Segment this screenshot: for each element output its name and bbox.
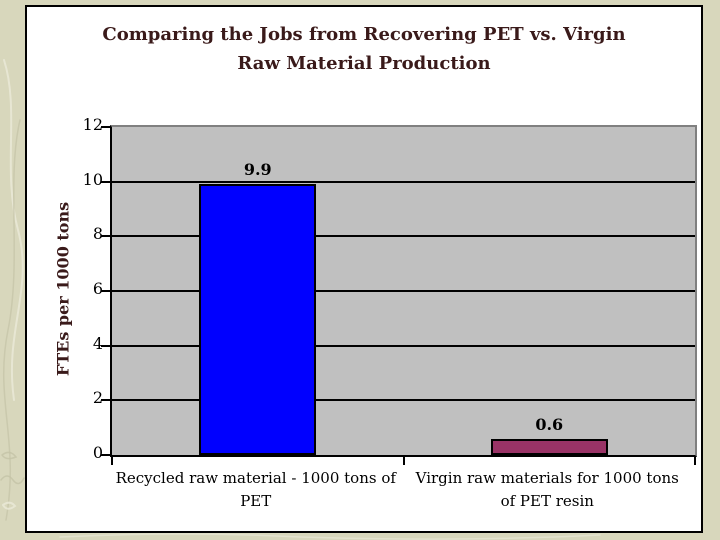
y-axis-tick-labels: 0 2 4 6 8 10 12 [47, 115, 103, 462]
x-axis-tick [402, 457, 405, 465]
y-tick-label: 6 [92, 279, 103, 298]
y-axis-tick [101, 344, 110, 347]
y-tick-label: 4 [92, 333, 103, 353]
gridline [112, 180, 695, 183]
category-label-line: of PET resin [500, 492, 594, 510]
category-label: Recycled raw material - 1000 tons of PET [110, 467, 402, 513]
plot-area: 9.9 0.6 [101, 125, 697, 465]
y-tick-label: 0 [92, 443, 103, 462]
y-axis-tick [101, 126, 110, 128]
y-axis-tick [101, 180, 110, 183]
y-tick-label: 2 [92, 388, 103, 408]
y-axis-tick [101, 235, 110, 238]
bar-2 [490, 438, 608, 455]
chart-title-line2: Raw Material Production [237, 53, 491, 74]
y-tick-label: 8 [92, 224, 103, 244]
bar-1 [199, 184, 317, 455]
gridline [112, 399, 695, 402]
x-axis-tick [694, 457, 696, 465]
y-axis-tick [101, 290, 110, 292]
category-label-line: Virgin raw materials for 1000 tons [415, 469, 679, 487]
bar-data-label: 9.9 [243, 160, 272, 180]
bar-data-label: 0.6 [535, 414, 564, 434]
y-axis-tick [101, 454, 110, 456]
chart-panel: Comparing the Jobs from Recovering PET v… [25, 5, 703, 533]
category-label: Virgin raw materials for 1000 tons of PET… [402, 467, 694, 513]
x-axis-tick [111, 457, 113, 465]
gridline [112, 290, 695, 292]
y-tick-label: 10 [82, 169, 103, 189]
chart-title-line1: Comparing the Jobs from Recovering PET v… [102, 24, 626, 45]
gridline [112, 344, 695, 347]
category-label-line: Recycled raw material - 1000 tons of [115, 469, 396, 487]
y-axis-tick [101, 399, 110, 402]
y-tick-label: 12 [82, 115, 103, 134]
gridline [112, 235, 695, 238]
category-label-line: PET [240, 492, 272, 510]
chart-title: Comparing the Jobs from Recovering PET v… [27, 20, 701, 78]
